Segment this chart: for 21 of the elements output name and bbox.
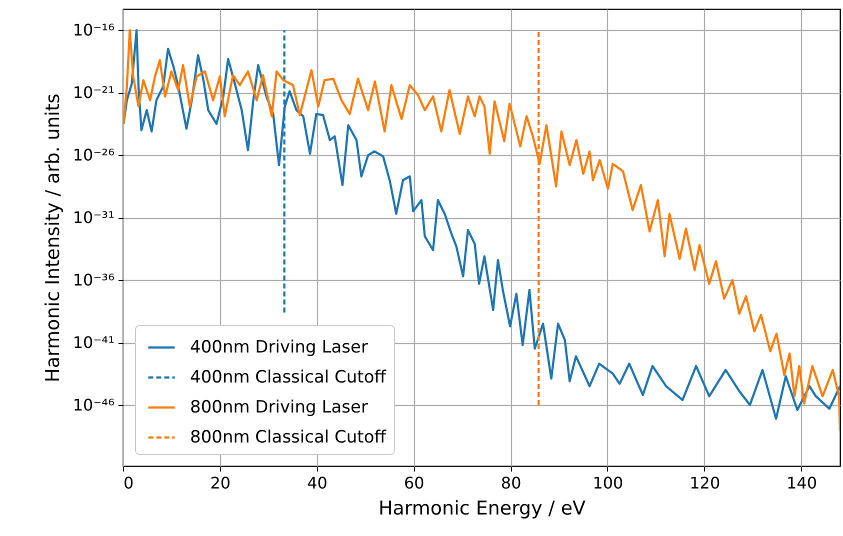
legend-label: 400nm Driving Laser <box>190 338 368 358</box>
y-tick-label: 10⁻¹⁶ <box>72 20 114 40</box>
x-tick-label: 140 <box>786 474 818 492</box>
x-axis-title: Harmonic Energy / eV <box>378 498 586 520</box>
x-tick-label: 0 <box>124 474 134 492</box>
y-tick-label: 10⁻²¹ <box>72 83 114 102</box>
x-tick-label: 80 <box>500 474 522 492</box>
y-tick-label: 10⁻⁴¹ <box>72 333 114 352</box>
y-tick-label: 10⁻³¹ <box>72 208 114 228</box>
legend-label: 400nm Classical Cutoff <box>190 368 388 388</box>
x-tick-label: 20 <box>210 474 231 492</box>
y-tick-label: 10⁻³⁶ <box>72 270 114 290</box>
y-axis-title: Harmonic Intensity / arb. units <box>42 94 64 382</box>
x-tick-label: 40 <box>307 474 328 492</box>
legend-label: 800nm Classical Cutoff <box>190 428 388 448</box>
x-tick-label: 100 <box>592 474 624 492</box>
x-tick-label: 60 <box>404 474 424 492</box>
y-tick-label: 10⁻²⁶ <box>72 146 114 165</box>
legend-label: 800nm Driving Laser <box>190 398 368 418</box>
y-tick-label: 10⁻⁴⁶ <box>72 395 114 414</box>
x-tick-label: 120 <box>690 474 720 492</box>
